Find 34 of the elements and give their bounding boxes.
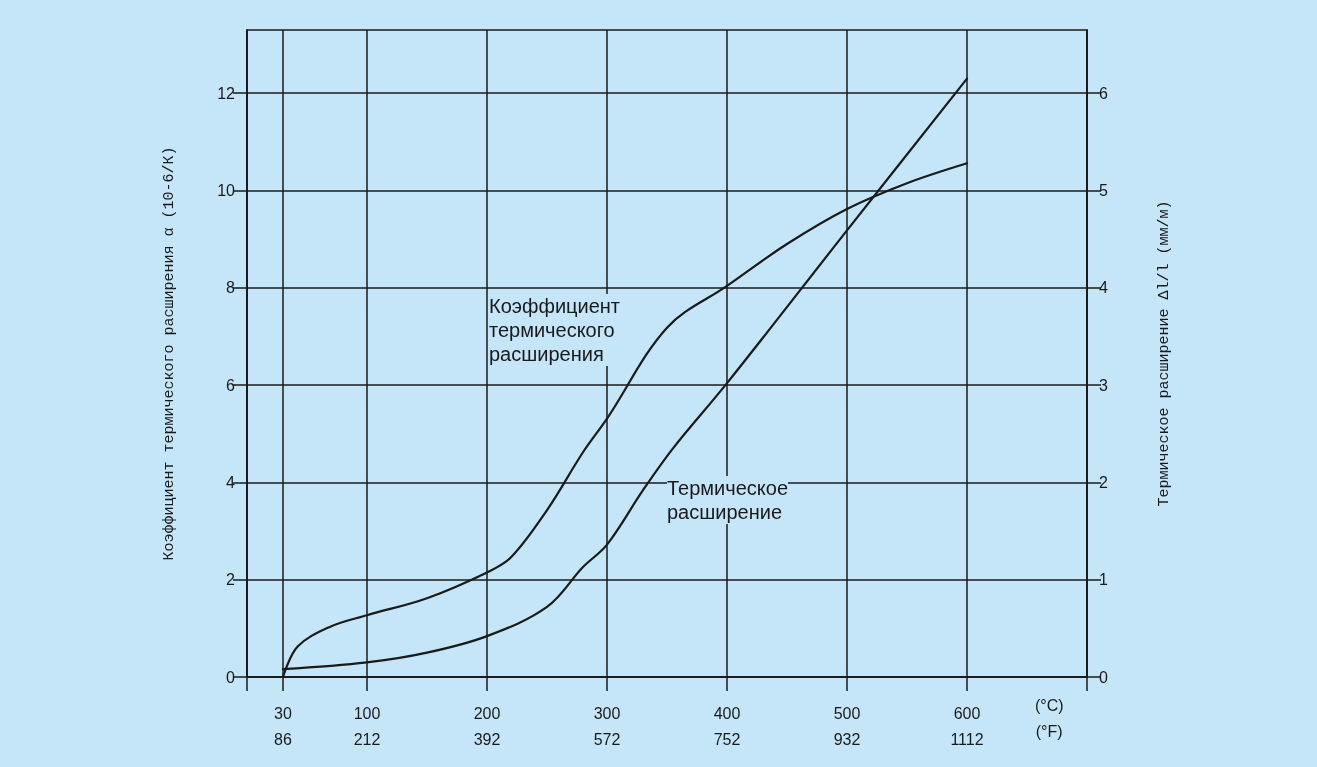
annotation: Коэффициент термического расширения: [489, 295, 621, 365]
y-tick-label: 4: [226, 473, 236, 491]
x2-tick-label: 572: [593, 730, 621, 748]
x2-tick-label: 86: [274, 730, 292, 748]
y-tick-label: 0: [226, 668, 236, 686]
x2-tick-label: 752: [713, 730, 741, 748]
y2-tick-label: 1: [1099, 571, 1108, 589]
x-tick-label: 500: [833, 704, 861, 722]
y-tick-label: 6: [226, 376, 236, 394]
y-tick-label: 8: [226, 279, 236, 297]
y2-axis-title: Термическое расширение Δl/l (мм/м): [1156, 200, 1173, 507]
x2-tick-label: 1112: [950, 730, 984, 748]
x-tick-label: 400: [713, 704, 741, 722]
y-axis-title: Коэффициент термического расширения α (10-6/К): [161, 146, 178, 561]
x-tick-label: 30: [274, 704, 292, 722]
y2-tick-label: 3: [1099, 376, 1108, 394]
x-tick-label: 300: [593, 704, 621, 722]
y2-tick-label: 0: [1099, 668, 1108, 686]
y-tick-label: 12: [217, 84, 236, 102]
y2-tick-label: 5: [1099, 182, 1108, 200]
x2-tick-label: 212: [353, 730, 381, 748]
x2-tick-label: 932: [833, 730, 861, 748]
x-tick-label: 200: [473, 704, 501, 722]
x-tick-label: 600: [953, 704, 981, 722]
x-tick-label: 100: [353, 704, 381, 722]
y-tick-label: 2: [226, 571, 236, 589]
x2-tick-label: 392: [473, 730, 501, 748]
x-axis-title: (°C): [1034, 696, 1064, 714]
y2-tick-label: 4: [1099, 279, 1108, 297]
y-tick-label: 10: [217, 182, 236, 200]
y2-tick-label: 2: [1099, 473, 1108, 491]
annotation: Термическое расширение: [667, 477, 789, 523]
x2-axis-title: (°F): [1035, 722, 1063, 740]
y2-tick-label: 6: [1099, 84, 1108, 102]
